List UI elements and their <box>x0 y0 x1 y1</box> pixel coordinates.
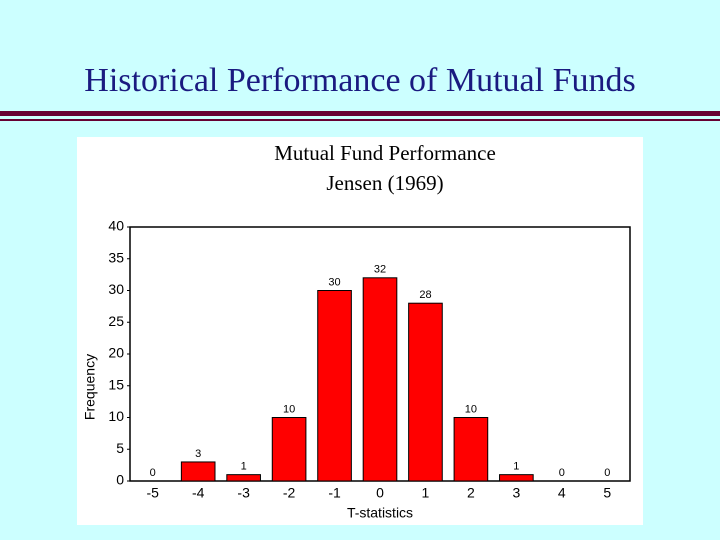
bar <box>408 302 443 482</box>
x-tick-label: -2 <box>283 485 296 501</box>
bar <box>180 461 216 482</box>
x-tick-label: 0 <box>376 485 384 501</box>
y-tick-label: 30 <box>108 281 124 297</box>
y-tick-label: 5 <box>116 440 124 456</box>
value-label: 1 <box>513 461 519 473</box>
y-tick-label: 40 <box>108 218 124 234</box>
bar <box>271 417 307 482</box>
y-tick-label: 10 <box>108 408 124 424</box>
bar <box>453 417 489 482</box>
bar <box>226 474 261 482</box>
value-label: 32 <box>374 264 386 276</box>
value-label: 0 <box>559 467 565 479</box>
x-axis-label: T-statistics <box>347 505 413 521</box>
y-tick-label: 25 <box>108 313 124 329</box>
value-label: 0 <box>150 467 156 479</box>
value-label: 0 <box>604 467 610 479</box>
x-tick-label: -3 <box>237 485 250 501</box>
slide-title: Historical Performance of Mutual Funds <box>84 62 636 99</box>
y-axis-label: Frequency <box>82 354 98 420</box>
value-label: 10 <box>283 403 295 415</box>
value-label: 1 <box>241 461 247 473</box>
x-tick-label: 2 <box>467 485 475 501</box>
y-tick-label: 35 <box>108 249 124 265</box>
value-label: 30 <box>328 276 340 288</box>
value-label: 3 <box>195 448 201 460</box>
x-tick-label: 1 <box>422 485 430 501</box>
chart-subtitle: Jensen (1969) <box>326 171 443 195</box>
x-tick-label: 5 <box>603 485 611 501</box>
chart: Mutual Fund Performance Jensen (1969) T-… <box>77 137 643 525</box>
chart-title: Mutual Fund Performance <box>274 141 496 165</box>
title-rule <box>0 111 720 121</box>
bar <box>317 290 352 482</box>
y-tick-label: 15 <box>108 376 124 392</box>
value-label: 10 <box>465 403 477 415</box>
y-tick-label: 20 <box>108 345 124 361</box>
x-tick-label: -5 <box>147 485 160 501</box>
x-tick-label: -4 <box>192 485 205 501</box>
value-label: 28 <box>419 289 431 301</box>
x-tick-label: -1 <box>328 485 341 501</box>
bar <box>362 277 398 482</box>
bar <box>499 474 534 482</box>
x-tick-label: 3 <box>512 485 520 501</box>
y-tick-label: 0 <box>116 472 124 488</box>
x-tick-label: 4 <box>558 485 566 501</box>
